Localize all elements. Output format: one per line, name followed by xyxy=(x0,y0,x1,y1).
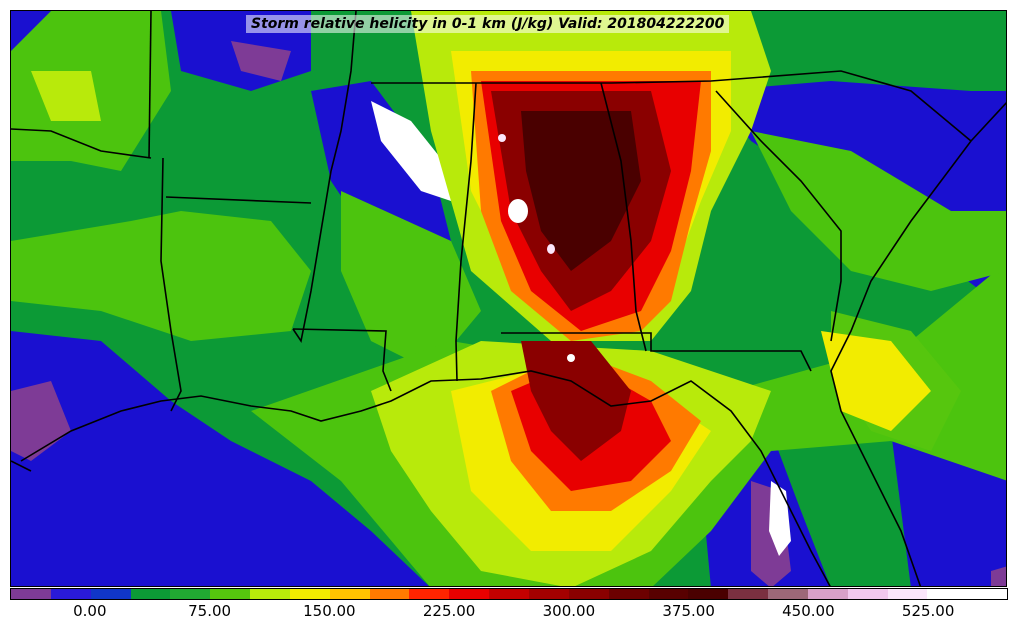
colorbar-swatch xyxy=(847,589,888,599)
colorbar-swatch xyxy=(568,589,609,599)
colorbar-swatch xyxy=(50,589,91,599)
colorbar-swatch xyxy=(688,589,729,599)
max-helicity-spots xyxy=(498,134,575,362)
white-patch-north xyxy=(371,101,451,201)
colorbar-tick-label: 300.00 xyxy=(542,602,596,620)
political-boundaries xyxy=(11,11,1006,586)
colorbar-tick-label: 75.00 xyxy=(188,602,232,620)
colorbar xyxy=(10,588,1008,600)
colorbar-tick-label: 225.00 xyxy=(422,602,476,620)
colorbar-swatch xyxy=(887,589,928,599)
colorbar-swatch xyxy=(250,589,290,599)
map-panel xyxy=(10,10,1007,587)
colorbar-swatch xyxy=(608,589,649,599)
colorbar-swatch xyxy=(528,589,569,599)
helicity-map xyxy=(11,11,1006,586)
colorbar-swatch xyxy=(289,589,330,599)
colorbar-swatch xyxy=(130,589,171,599)
colorbar-tick-label: 525.00 xyxy=(901,602,955,620)
colorbar-tick-label: 150.00 xyxy=(303,602,356,620)
colorbar-swatch xyxy=(170,589,211,599)
colorbar-swatch xyxy=(210,589,251,599)
colorbar-swatch xyxy=(369,589,410,599)
colorbar-swatch xyxy=(11,589,51,599)
colorbar-swatch xyxy=(449,589,490,599)
colorbar-swatch xyxy=(90,589,131,599)
colorbar-swatch xyxy=(489,589,529,599)
colorbar-ticks: 0.00 75.00 150.00 225.00 300.00 375.00 450.00 5… xyxy=(10,602,1008,624)
colorbar-tick-label: 450.00 xyxy=(782,602,835,620)
colorbar-swatch xyxy=(329,589,370,599)
colorbar-swatch xyxy=(728,589,769,599)
colorbar-swatch xyxy=(967,589,1008,599)
map-title: Storm relative helicity in 0-1 km (J/kg)… xyxy=(246,15,730,33)
colorbar-swatch xyxy=(409,589,450,599)
extreme-helicity-core xyxy=(491,91,671,461)
colorbar-swatch xyxy=(927,589,968,599)
colorbar-swatch xyxy=(648,589,689,599)
colorbar-swatch xyxy=(768,589,808,599)
colorbar-tick-label: 0.00 xyxy=(73,602,107,620)
colorbar-swatch xyxy=(807,589,848,599)
colorbar-tick-label: 375.00 xyxy=(662,602,715,620)
